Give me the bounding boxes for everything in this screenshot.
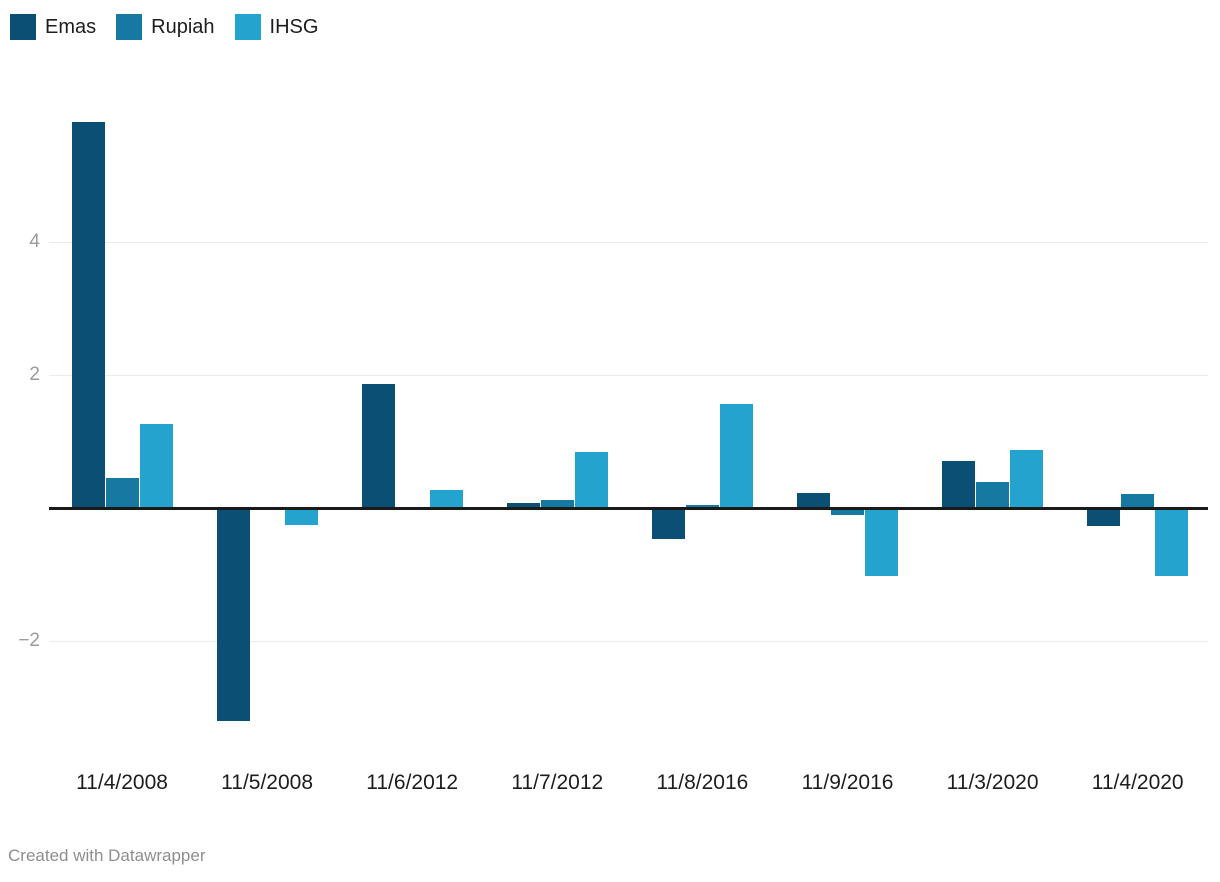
x-axis-category-label: 11/6/2012 [366, 771, 459, 794]
bar-rupiah-11/3/2020 [976, 482, 1010, 508]
bar-emas-11/3/2020 [942, 460, 976, 508]
legend-swatch-icon [234, 14, 261, 40]
bar-ihsg-11/7/2012 [574, 452, 608, 508]
legend-swatch-icon [10, 14, 36, 40]
x-axis-category-label: 11/5/2008 [221, 771, 314, 794]
bar-emas-11/8/2016 [651, 508, 685, 540]
legend-item-emas: Emas [10, 14, 96, 40]
x-axis-category-label: 11/9/2016 [801, 771, 894, 794]
legend-swatch-icon [116, 14, 143, 40]
y-axis-tick-label: −2 [18, 630, 40, 651]
bar-emas-11/9/2016 [797, 493, 830, 508]
datawrapper-credit-link[interactable]: Created with Datawrapper [8, 846, 206, 865]
bar-rupiah-11/9/2016 [831, 508, 864, 516]
legend-item-ihsg: IHSG [234, 14, 319, 40]
bar-emas-11/4/2008 [71, 121, 105, 508]
bar-ihsg-11/4/2020 [1155, 508, 1189, 576]
legend-label: Emas [45, 16, 97, 38]
x-axis-category-label: 11/8/2016 [656, 771, 749, 794]
x-axis-zero-line [49, 506, 1208, 510]
x-axis-category-label: 11/3/2020 [946, 771, 1039, 794]
bar-emas-11/5/2008 [216, 508, 250, 722]
x-axis-category-label: 11/7/2012 [511, 771, 604, 794]
bar-ihsg-11/6/2012 [429, 490, 463, 508]
bar-ihsg-11/8/2016 [719, 403, 753, 508]
legend-label: Rupiah [151, 16, 215, 38]
gridline-4 [49, 241, 1208, 243]
bar-rupiah-11/7/2012 [540, 500, 574, 508]
bar-rupiah-11/4/2020 [1121, 494, 1155, 508]
gridline-2 [49, 374, 1208, 376]
legend-label: IHSG [269, 16, 319, 38]
gridline--2 [49, 640, 1208, 642]
x-axis-category-label: 11/4/2020 [1091, 771, 1184, 794]
legend-item-rupiah: Rupiah [116, 14, 215, 40]
bar-ihsg-11/9/2016 [865, 508, 898, 576]
bar-emas-11/4/2020 [1087, 508, 1121, 526]
legend: Emas Rupiah IHSG [10, 14, 318, 40]
bar-emas-11/7/2012 [506, 503, 540, 508]
y-axis-tick-label: 4 [29, 231, 40, 252]
y-axis-tick-label: 2 [29, 364, 40, 385]
bar-ihsg-11/3/2020 [1010, 450, 1044, 508]
bar-ihsg-11/4/2008 [139, 424, 173, 508]
x-axis-category-label: 11/4/2008 [76, 771, 168, 794]
bar-rupiah-11/4/2008 [105, 478, 139, 508]
bar-ihsg-11/5/2008 [284, 508, 318, 526]
bar-emas-11/6/2012 [361, 383, 395, 508]
